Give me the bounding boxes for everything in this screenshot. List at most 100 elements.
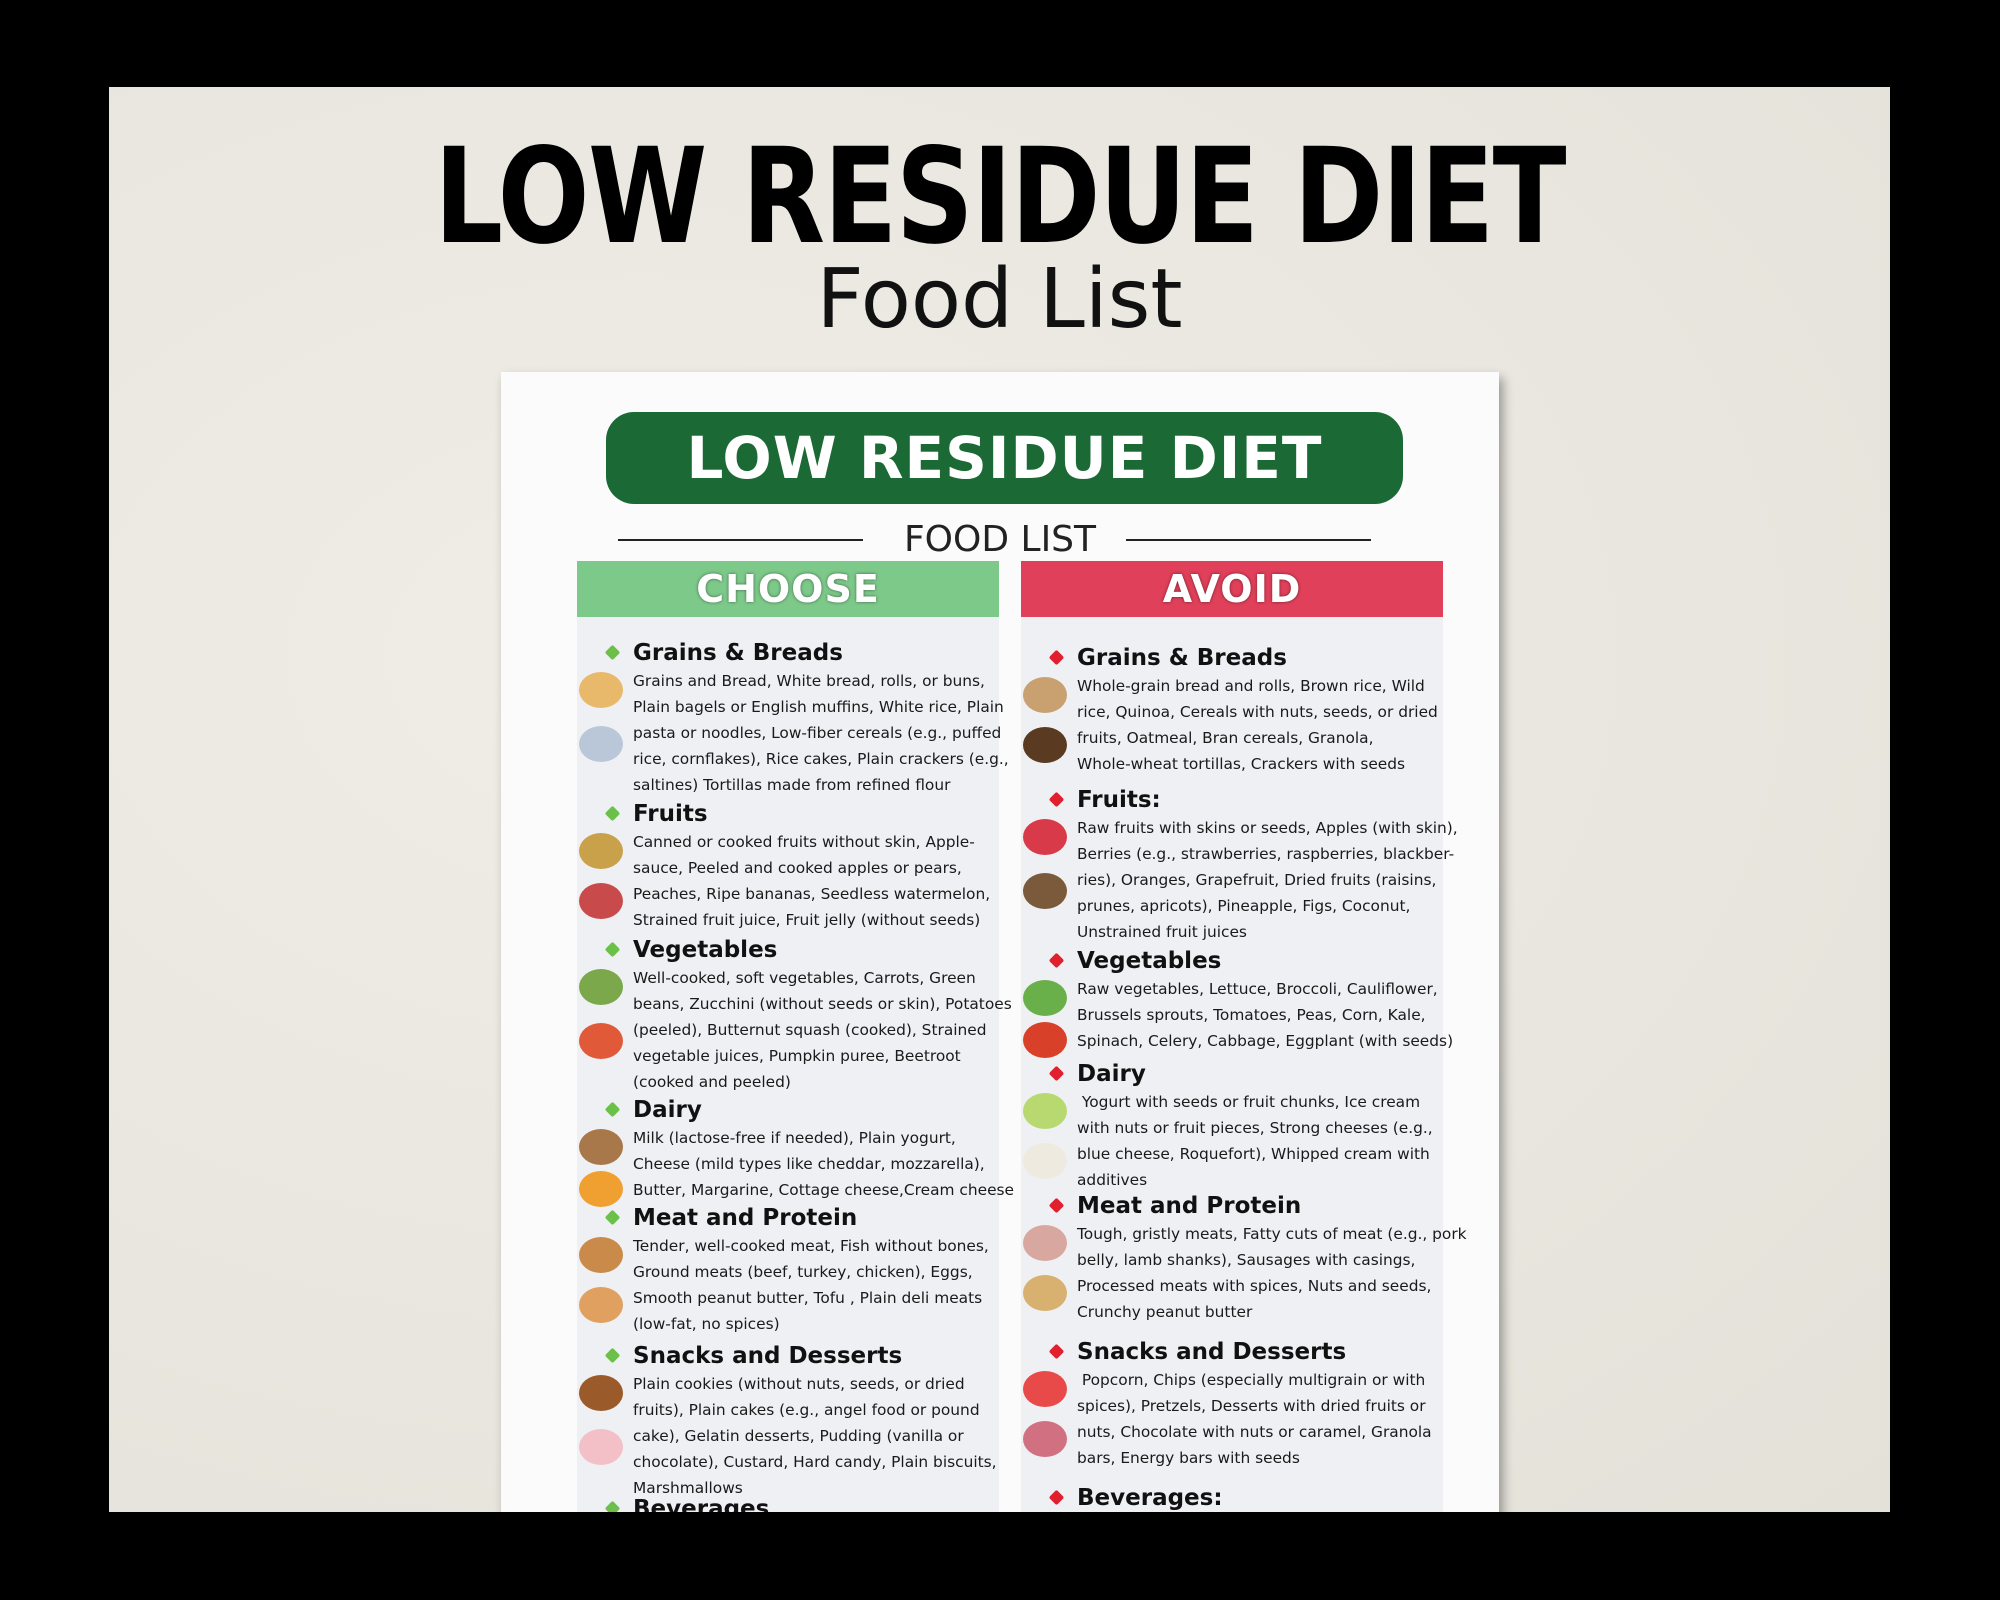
- section-heading-text: Snacks and Desserts: [1077, 1339, 1347, 1365]
- food-line: nuts, Chocolate with nuts or caramel, Gr…: [1077, 1423, 1432, 1441]
- section-heading: Fruits:: [1021, 785, 1451, 815]
- food-line: Tender, well-cooked meat, Fish without b…: [633, 1237, 989, 1255]
- section-heading: Grains & Breads: [577, 638, 1007, 668]
- choose-section: Meat and Protein Tender, well-cooked meat…: [577, 1203, 1007, 1337]
- roast-chicken-icon: [579, 1237, 623, 1273]
- section-heading: Snacks and Desserts: [577, 1341, 1007, 1371]
- choose-section: Vegetables Well-cooked, soft vegetables, …: [577, 935, 1012, 1095]
- section-body: Whole-grain bread and rolls, Brown rice,…: [1021, 673, 1451, 777]
- section-heading-text: Dairy: [1077, 1061, 1146, 1087]
- food-line: Processed meats with spices, Nuts and se…: [1077, 1277, 1432, 1295]
- tomatoes-icon: [1023, 1022, 1067, 1058]
- diamond-bullet-icon: [1048, 1489, 1065, 1506]
- food-line: Well-cooked, soft vegetables, Carrots, G…: [633, 969, 976, 987]
- diamond-bullet-icon: [604, 1209, 621, 1226]
- food-line: additives: [1077, 1171, 1148, 1189]
- section-body: Tough, gristly meats, Fatty cuts of meat…: [1021, 1221, 1467, 1325]
- section-heading: Snacks and Desserts: [1021, 1337, 1451, 1367]
- food-line: Yogurt with seeds or fruit chunks, Ice c…: [1077, 1093, 1421, 1111]
- section-heading: Fruits: [577, 799, 1007, 829]
- whipped-cream-icon: [1023, 1143, 1067, 1179]
- food-line: saltines) Tortillas made from refined fl…: [633, 776, 951, 794]
- section-heading-text: Beverages:: [1077, 1485, 1223, 1511]
- vegetables-icon: [579, 969, 623, 1005]
- choose-section: Dairy Milk (lactose-free if needed), Plai…: [577, 1095, 1015, 1207]
- section-heading-text: Meat and Protein: [633, 1205, 858, 1231]
- tomato-juice-icon: [579, 1023, 623, 1059]
- avoid-section: Snacks and Desserts Popcorn, Chips (espe…: [1021, 1337, 1451, 1471]
- food-line: beans, Zucchini (without seeds or skin),…: [633, 995, 1012, 1013]
- section-body: Milk (lactose-free if needed), Plain yog…: [577, 1125, 1015, 1203]
- section-heading: Vegetables: [577, 935, 1007, 965]
- trifle-icon: [1023, 1421, 1067, 1457]
- food-line: Spinach, Celery, Cabbage, Eggplant (with…: [1077, 1032, 1454, 1050]
- avoid-section: Meat and Protein Tough, gristly meats, Fa…: [1021, 1191, 1467, 1325]
- food-line: Canned or cooked fruits without skin, Ap…: [633, 833, 975, 851]
- food-line: Butter, Margarine, Cottage cheese,Cream …: [633, 1181, 1015, 1199]
- choose-section: Snacks and Desserts Plain cookies (withou…: [577, 1341, 1007, 1501]
- diamond-bullet-icon: [1048, 1343, 1065, 1360]
- food-line: fruits), Plain cakes (e.g., angel food o…: [633, 1401, 980, 1419]
- poster-title: LOW RESIDUE DIET: [434, 120, 1566, 274]
- food-line: Whole-grain bread and rolls, Brown rice,…: [1077, 677, 1425, 695]
- section-body: Well-cooked, soft vegetables, Carrots, G…: [577, 965, 1012, 1095]
- diamond-bullet-icon: [1048, 1197, 1065, 1214]
- food-line: Brussels sprouts, Tomatoes, Peas, Corn, …: [1077, 1006, 1426, 1024]
- food-line: Crunchy peanut butter: [1077, 1303, 1253, 1321]
- ice-cream-cup-icon: [1023, 1093, 1067, 1129]
- diamond-bullet-icon: [604, 1347, 621, 1364]
- food-line: Marshmallows: [633, 1479, 743, 1497]
- diamond-bullet-icon: [1048, 649, 1065, 666]
- diamond-bullet-icon: [1048, 952, 1065, 969]
- food-line: Plain cookies (without nuts, seeds, or d…: [633, 1375, 965, 1393]
- oatmeal-bowl-icon: [1023, 727, 1067, 763]
- choose-header: CHOOSE: [577, 561, 999, 617]
- section-heading: Vegetables: [1021, 946, 1451, 976]
- diamond-bullet-icon: [604, 805, 621, 822]
- food-line: Popcorn, Chips (especially multigrain or…: [1077, 1371, 1426, 1389]
- food-line: sauce, Peeled and cooked apples or pears…: [633, 859, 962, 877]
- food-line: vegetable juices, Pumpkin puree, Beetroo…: [633, 1047, 961, 1065]
- food-line: Strained fruit juice, Fruit jelly (witho…: [633, 911, 981, 929]
- avoid-section: Dairy Yogurt with seeds or fruit chunks,…: [1021, 1059, 1451, 1193]
- food-line: ries), Oranges, Grapefruit, Dried fruits…: [1077, 871, 1437, 889]
- avoid-header: AVOID: [1021, 561, 1443, 617]
- food-line: Cheese (mild types like cheddar, mozzare…: [633, 1155, 985, 1173]
- section-heading-text: Meat and Protein: [1077, 1193, 1302, 1219]
- section-heading: Beverages:: [1021, 1483, 1451, 1512]
- food-line: cake), Gelatin desserts, Pudding (vanill…: [633, 1427, 964, 1445]
- food-line: Unstrained fruit juices: [1077, 923, 1247, 941]
- section-heading-text: Beverages: [633, 1496, 770, 1512]
- section-body: Yogurt with seeds or fruit chunks, Ice c…: [1021, 1089, 1451, 1193]
- food-line: pasta or noodles, Low-fiber cereals (e.g…: [633, 724, 1002, 742]
- food-list-label: FOOD LIST: [501, 518, 1499, 562]
- food-line: Plain bagels or English muffins, White r…: [633, 698, 1004, 716]
- food-line: chocolate), Custard, Hard candy, Plain b…: [633, 1453, 997, 1471]
- egg-basket-icon: [579, 1287, 623, 1323]
- food-line: Whole-wheat tortillas, Crackers with see…: [1077, 755, 1406, 773]
- meat-platter-icon: [1023, 1225, 1067, 1261]
- section-heading: Meat and Protein: [1021, 1191, 1451, 1221]
- food-line: Raw vegetables, Lettuce, Broccoli, Cauli…: [1077, 980, 1438, 998]
- section-heading-text: Vegetables: [633, 937, 778, 963]
- food-line: (cooked and peeled): [633, 1073, 791, 1091]
- food-line: rice, Quinoa, Cereals with nuts, seeds, …: [1077, 703, 1438, 721]
- food-line: fruits, Oatmeal, Bran cereals, Granola,: [1077, 729, 1374, 747]
- section-body: Raw vegetables, Lettuce, Broccoli, Cauli…: [1021, 976, 1454, 1054]
- coconut-icon: [1023, 873, 1067, 909]
- food-line: Ground meats (beef, turkey, chicken), Eg…: [633, 1263, 973, 1281]
- section-body: Grains and Bread, White bread, rolls, or…: [577, 668, 1009, 798]
- section-heading: Beverages: [577, 1494, 1007, 1512]
- section-heading-text: Fruits: [633, 801, 708, 827]
- whole-grain-loaf-icon: [1023, 677, 1067, 713]
- popcorn-icon: [1023, 1371, 1067, 1407]
- section-heading-text: Grains & Breads: [633, 640, 843, 666]
- section-heading: Dairy: [1021, 1059, 1451, 1089]
- food-line: belly, lamb shanks), Sausages with casin…: [1077, 1251, 1416, 1269]
- watermelon-icon: [579, 883, 623, 919]
- section-heading: Meat and Protein: [577, 1203, 1007, 1233]
- poster-subtitle: Food List: [816, 252, 1183, 347]
- yogurt-bowl-icon: [579, 1129, 623, 1165]
- food-line: Berries (e.g., strawberries, raspberries…: [1077, 845, 1455, 863]
- diamond-bullet-icon: [604, 941, 621, 958]
